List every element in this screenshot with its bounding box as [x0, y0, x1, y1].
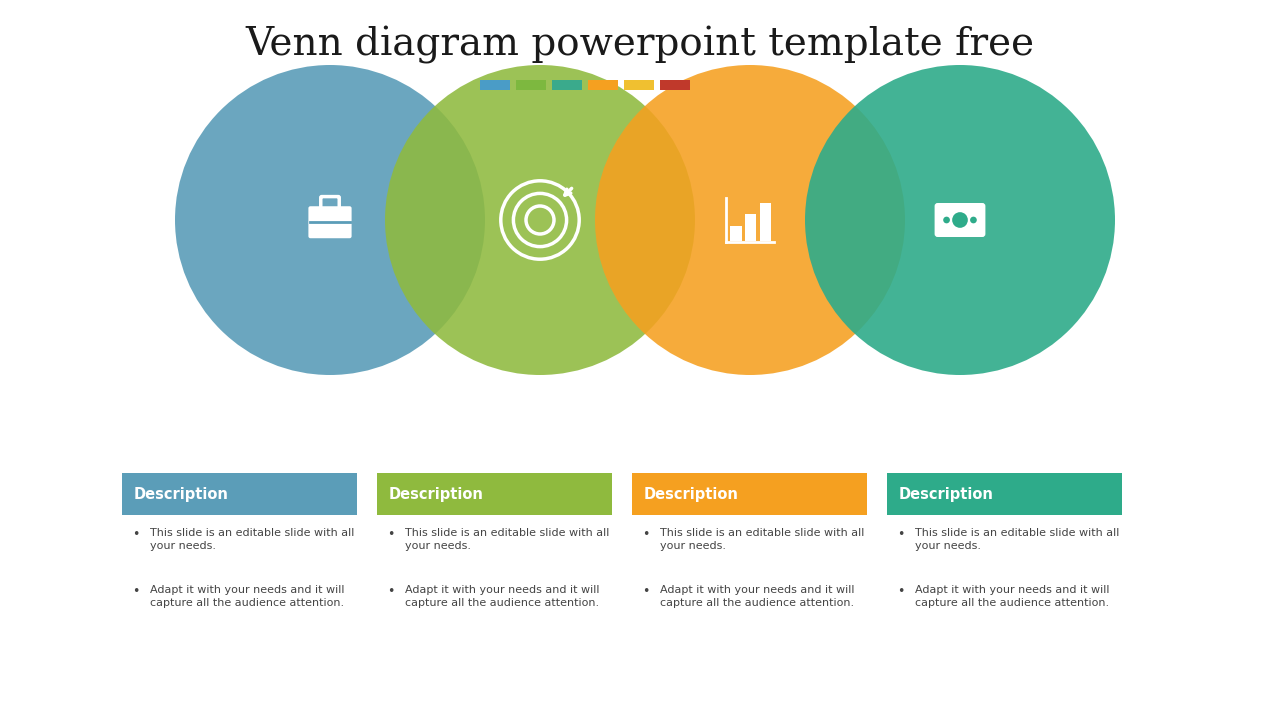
FancyBboxPatch shape	[934, 203, 986, 237]
Circle shape	[952, 212, 968, 228]
FancyBboxPatch shape	[480, 80, 509, 90]
FancyBboxPatch shape	[632, 473, 867, 515]
Text: •: •	[132, 585, 140, 598]
FancyBboxPatch shape	[745, 215, 756, 241]
FancyBboxPatch shape	[623, 80, 654, 90]
Ellipse shape	[595, 65, 905, 375]
FancyBboxPatch shape	[308, 206, 352, 238]
Text: This slide is an editable slide with all
your needs.: This slide is an editable slide with all…	[660, 528, 864, 552]
FancyBboxPatch shape	[552, 80, 582, 90]
Text: Description: Description	[644, 487, 739, 502]
FancyBboxPatch shape	[588, 80, 618, 90]
FancyBboxPatch shape	[660, 80, 690, 90]
Text: •: •	[643, 585, 649, 598]
Text: Description: Description	[134, 487, 229, 502]
Ellipse shape	[175, 65, 485, 375]
FancyBboxPatch shape	[759, 203, 771, 241]
Text: •: •	[132, 528, 140, 541]
FancyBboxPatch shape	[731, 225, 741, 241]
Circle shape	[970, 217, 977, 223]
Text: This slide is an editable slide with all
your needs.: This slide is an editable slide with all…	[150, 528, 355, 552]
Text: Description: Description	[899, 487, 993, 502]
Text: •: •	[897, 585, 905, 598]
Text: Description: Description	[389, 487, 484, 502]
Text: •: •	[643, 528, 649, 541]
Text: Adapt it with your needs and it will
capture all the audience attention.: Adapt it with your needs and it will cap…	[915, 585, 1110, 608]
Text: •: •	[387, 585, 394, 598]
FancyBboxPatch shape	[887, 473, 1123, 515]
Text: Adapt it with your needs and it will
capture all the audience attention.: Adapt it with your needs and it will cap…	[404, 585, 599, 608]
FancyBboxPatch shape	[122, 473, 357, 515]
Text: Venn diagram powerpoint template free: Venn diagram powerpoint template free	[246, 26, 1034, 64]
Ellipse shape	[385, 65, 695, 375]
Text: •: •	[897, 528, 905, 541]
Text: This slide is an editable slide with all
your needs.: This slide is an editable slide with all…	[915, 528, 1120, 552]
Ellipse shape	[805, 65, 1115, 375]
Text: Adapt it with your needs and it will
capture all the audience attention.: Adapt it with your needs and it will cap…	[660, 585, 855, 608]
Text: •: •	[387, 528, 394, 541]
FancyBboxPatch shape	[516, 80, 547, 90]
FancyBboxPatch shape	[378, 473, 612, 515]
Text: This slide is an editable slide with all
your needs.: This slide is an editable slide with all…	[404, 528, 609, 552]
Circle shape	[943, 217, 950, 223]
Text: Adapt it with your needs and it will
capture all the audience attention.: Adapt it with your needs and it will cap…	[150, 585, 344, 608]
